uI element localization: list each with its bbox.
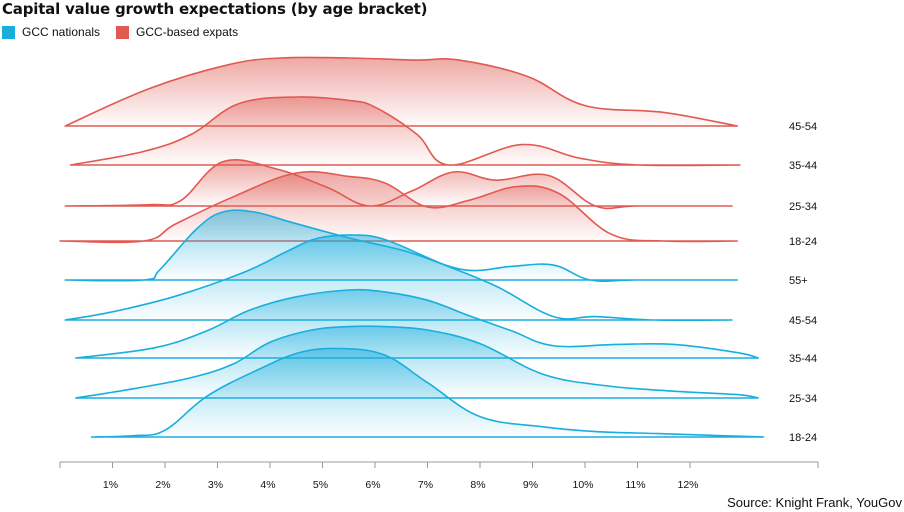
legend: GCC nationals GCC-based expats (2, 25, 254, 39)
x-tick-label: 12% (677, 479, 698, 491)
ridge-line-nationals-25-34 (74, 325, 760, 399)
legend-swatch-nationals (2, 25, 15, 39)
row-label: 35-44 (789, 160, 817, 172)
row-label: 35-44 (789, 353, 817, 365)
legend-swatch-expats (116, 25, 130, 39)
x-tick-label: 10% (572, 479, 593, 491)
ridge-line-expats-45-54 (64, 56, 739, 127)
row-label: 45-54 (789, 121, 817, 133)
ridge-area-nationals-18-24 (91, 348, 764, 437)
x-tick-label: 3% (208, 479, 223, 491)
row-label: 45-54 (789, 315, 817, 327)
row-label: 18-24 (789, 432, 817, 444)
legend-item-nationals: GCC nationals (2, 25, 100, 39)
ridge-line-expats-35-44 (69, 96, 741, 167)
ridges-group (59, 56, 765, 438)
ridge-line-expats-18-24 (59, 170, 739, 244)
chart-title: Capital value growth expectations (by ag… (2, 0, 428, 18)
ridge-area-expats-45-54 (65, 57, 738, 127)
row-label: 25-34 (789, 393, 817, 405)
x-tick-label: 6% (365, 479, 380, 491)
x-tick-label: 1% (103, 479, 118, 491)
ridge-area-expats-18-24 (60, 171, 738, 243)
x-tick-label: 8% (470, 479, 485, 491)
x-tick-label: 7% (418, 479, 433, 491)
ridge-line-nationals-18-24 (90, 347, 765, 438)
row-label: 18-24 (789, 236, 817, 248)
ridge-line-nationals-45-54 (64, 234, 733, 322)
ridge-area-nationals-35-44 (75, 289, 759, 358)
x-tick-label: 5% (313, 479, 328, 491)
legend-label-expats: GCC-based expats (136, 25, 239, 39)
legend-item-expats: GCC-based expats (116, 25, 238, 39)
ridge-area-expats-25-34 (65, 159, 732, 209)
ridge-area-nationals-55+ (65, 210, 738, 282)
x-tick-label: 4% (260, 479, 275, 491)
x-tick-label: 11% (625, 479, 645, 491)
x-tick-label: 2% (155, 479, 170, 491)
row-label: 25-34 (789, 201, 817, 213)
ridge-area-nationals-45-54 (65, 234, 732, 321)
ridge-line-nationals-35-44 (74, 288, 760, 359)
legend-label-nationals: GCC nationals (22, 25, 101, 39)
x-tick-label: 9% (523, 479, 538, 491)
ridge-area-expats-35-44 (70, 96, 740, 166)
row-label: 55+ (789, 275, 808, 287)
source-note: Source: Knight Frank, YouGov (727, 495, 902, 510)
